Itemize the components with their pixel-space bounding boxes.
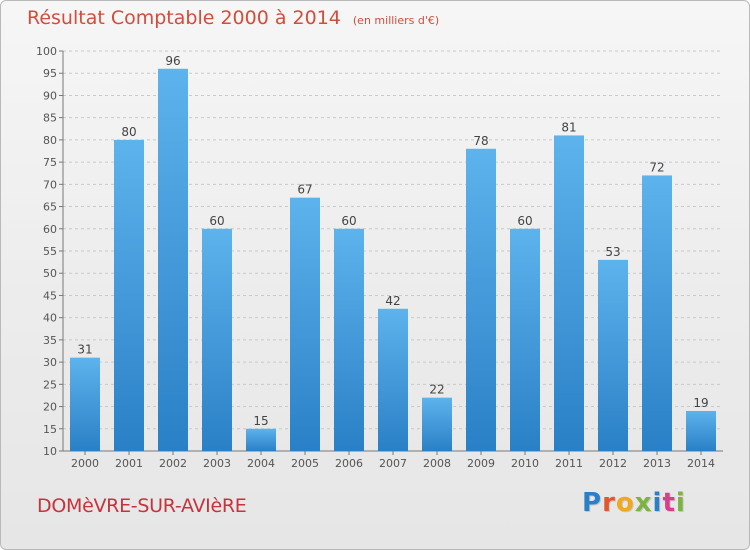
x-tick-label: 2009 xyxy=(467,457,495,470)
bar-value-label: 31 xyxy=(77,343,92,357)
x-tick-label: 2014 xyxy=(687,457,715,470)
logo-letter: o xyxy=(615,488,635,518)
bar-value-label: 19 xyxy=(693,396,708,410)
x-tick-label: 2010 xyxy=(511,457,539,470)
logo-letter: i xyxy=(652,488,663,518)
bar-2009 xyxy=(466,148,496,451)
bar-2014 xyxy=(686,411,716,451)
y-tick-label: 80 xyxy=(43,134,57,147)
bar-value-label: 72 xyxy=(649,160,664,174)
y-tick-label: 20 xyxy=(43,401,57,414)
x-tick-label: 2002 xyxy=(159,457,187,470)
bar-2006 xyxy=(334,228,364,451)
y-tick-label: 35 xyxy=(43,334,57,347)
bar-2001 xyxy=(114,139,144,451)
x-tick-label: 2012 xyxy=(599,457,627,470)
y-tick-label: 10 xyxy=(43,445,57,458)
y-tick-label: 100 xyxy=(36,45,57,58)
y-tick-label: 85 xyxy=(43,112,57,125)
bar-2013 xyxy=(642,175,672,451)
bar-2004 xyxy=(246,428,276,451)
y-tick-label: 50 xyxy=(43,267,57,280)
bar-value-label: 96 xyxy=(165,54,180,68)
logo-letter: x xyxy=(634,488,653,518)
x-tick-label: 2000 xyxy=(71,457,99,470)
bar-value-label: 42 xyxy=(385,294,400,308)
x-tick-label: 2007 xyxy=(379,457,407,470)
y-tick-label: 15 xyxy=(43,423,57,436)
bar-value-label: 81 xyxy=(561,120,576,134)
bar-value-label: 22 xyxy=(429,383,444,397)
y-tick-label: 45 xyxy=(43,289,57,302)
bar-layer xyxy=(70,68,716,452)
bar-2008 xyxy=(422,397,452,451)
y-tick-label: 65 xyxy=(43,201,57,214)
x-tick-label: 2013 xyxy=(643,457,671,470)
logo-letter: i xyxy=(675,488,686,518)
x-tick-label: 2004 xyxy=(247,457,275,470)
y-tick-label: 75 xyxy=(43,156,57,169)
logo-letter: P xyxy=(582,488,603,518)
x-tick-label: 2011 xyxy=(555,457,583,470)
bar-value-label: 78 xyxy=(473,134,488,148)
bar-2010 xyxy=(510,228,540,451)
y-tick-label: 25 xyxy=(43,378,57,391)
x-tick-label: 2005 xyxy=(291,457,319,470)
y-tick-label: 55 xyxy=(43,245,57,258)
x-tick-label: 2003 xyxy=(203,457,231,470)
bar-2011 xyxy=(554,135,584,451)
y-tick-label: 70 xyxy=(43,178,57,191)
chart-subtitle: (en milliers d'€) xyxy=(352,14,440,27)
y-tick-label: 60 xyxy=(43,223,57,236)
bar-2000 xyxy=(70,357,100,451)
x-tick-label: 2006 xyxy=(335,457,363,470)
bar-value-label: 60 xyxy=(209,214,224,228)
bar-value-label: 15 xyxy=(253,414,268,428)
logo-letter: t xyxy=(662,488,676,518)
y-tick-label: 30 xyxy=(43,356,57,369)
bar-value-label: 60 xyxy=(341,214,356,228)
bar-2003 xyxy=(202,228,232,451)
title-row: Résultat Comptable 2000 à 2014 (en milli… xyxy=(27,7,439,29)
chart-title: Résultat Comptable 2000 à 2014 xyxy=(27,7,341,29)
label-layer: 31 80 96 60 15 67 60 42 22 78 60 81 53 72 19 xyxy=(77,54,708,428)
y-tick-label: 40 xyxy=(43,312,57,325)
bar-2002 xyxy=(158,68,188,452)
bar-2012 xyxy=(598,259,628,451)
place-name: DOMèVRE-SUR-AVIèRE xyxy=(37,495,247,517)
logo-letter: r xyxy=(602,488,616,518)
bar-value-label: 53 xyxy=(605,245,620,259)
bar-value-label: 80 xyxy=(121,125,136,139)
proxiti-logo: Proxiti xyxy=(582,488,686,518)
x-tick-label: 2008 xyxy=(423,457,451,470)
y-tick-label: 95 xyxy=(43,67,57,80)
x-tick-label: 2001 xyxy=(115,457,143,470)
y-tick-label: 90 xyxy=(43,89,57,102)
bar-value-label: 67 xyxy=(297,183,312,197)
bar-2007 xyxy=(378,308,408,451)
bar-2005 xyxy=(290,197,320,451)
bar-value-label: 60 xyxy=(517,214,532,228)
